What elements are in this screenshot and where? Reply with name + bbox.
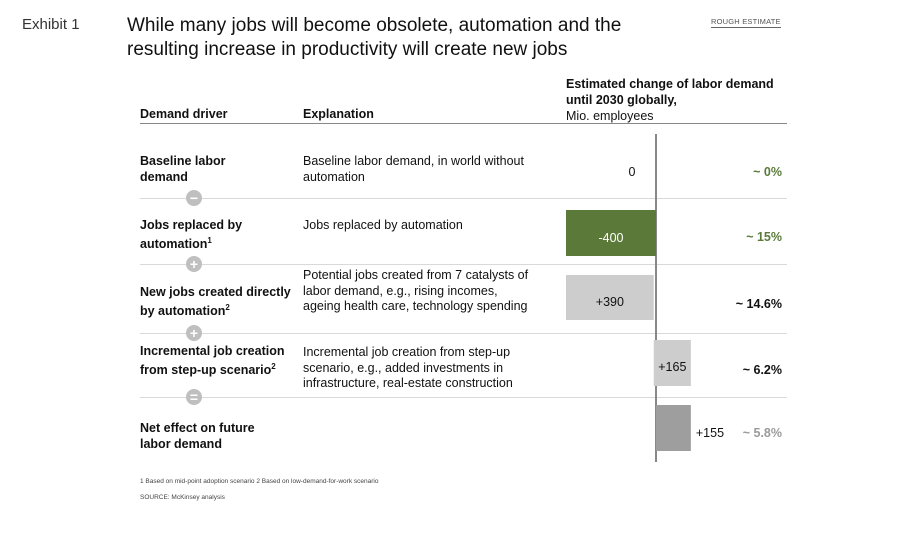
value-label-3: +165 <box>658 360 686 374</box>
header-explanation: Explanation <box>303 107 374 121</box>
row-divider-1 <box>140 198 787 199</box>
row-divider-3 <box>140 333 787 334</box>
row-driver-jobs-replaced-text: Jobs replaced by automation <box>140 218 243 252</box>
row-driver-incremental: Incremental job creation from step-up sc… <box>140 343 290 378</box>
percent-label-2: ~ 14.6% <box>736 297 782 311</box>
waterfall-bar-4 <box>656 405 691 451</box>
header-divider <box>140 123 787 124</box>
footnote-ref-2b: 2 <box>271 362 276 371</box>
footnote-ref-2a: 2 <box>225 303 230 312</box>
waterfall-bar-1 <box>566 210 656 256</box>
exhibit-label: Exhibit 1 <box>22 16 80 33</box>
row-driver-new-jobs: New jobs created directly by automation2 <box>140 284 300 319</box>
footnote-ref-1: 1 <box>207 236 212 245</box>
value-label-0: 0 <box>629 165 636 179</box>
rough-estimate-badge: ROUGH ESTIMATE <box>711 17 781 28</box>
value-label-4: +155 <box>696 426 724 440</box>
percent-label-0: ~ 0% <box>753 165 782 179</box>
row-driver-incremental-text: Incremental job creation from step-up sc… <box>140 344 285 378</box>
row-driver-net-effect: Net effect on future labor demand <box>140 421 255 451</box>
row-driver-jobs-replaced: Jobs replaced by automation1 <box>140 217 270 252</box>
header-estimated-title: Estimated change of labor demand until 2… <box>566 77 774 107</box>
value-label-1: -400 <box>598 231 623 245</box>
row-explanation-incremental: Incremental job creation from step-up sc… <box>303 345 513 390</box>
percent-label-4: ~ 5.8% <box>743 426 782 440</box>
value-label-2: +390 <box>596 295 624 309</box>
row-divider-4 <box>140 397 787 398</box>
plus-operator-icon: + <box>186 256 202 272</box>
waterfall-bar-3 <box>653 340 691 386</box>
equals-operator-icon: = <box>186 389 202 405</box>
waterfall-bar-2 <box>566 275 654 320</box>
row-divider-2 <box>140 264 787 265</box>
percent-label-1: ~ 15% <box>746 230 782 244</box>
source-note: SOURCE: McKinsey analysis <box>140 494 225 501</box>
row-explanation-jobs-replaced: Jobs replaced by automation <box>303 218 463 232</box>
minus-operator-icon: − <box>186 190 202 206</box>
page-title: While many jobs will become obsolete, au… <box>127 15 622 60</box>
row-explanation-baseline: Baseline labor demand, in world without … <box>303 154 524 184</box>
footnote: 1 Based on mid-point adoption scenario 2… <box>140 478 379 485</box>
row-driver-baseline: Baseline labor demand <box>140 154 226 184</box>
row-explanation-new-jobs: Potential jobs created from 7 catalysts … <box>303 268 529 313</box>
plus-operator-icon-2: + <box>186 325 202 341</box>
header-demand-driver: Demand driver <box>140 107 228 121</box>
header-estimated-unit: Mio. employees <box>566 109 654 123</box>
row-driver-new-jobs-text: New jobs created directly by automation <box>140 285 291 319</box>
percent-label-3: ~ 6.2% <box>743 363 782 377</box>
header-estimated-change: Estimated change of labor demand until 2… <box>566 76 786 124</box>
